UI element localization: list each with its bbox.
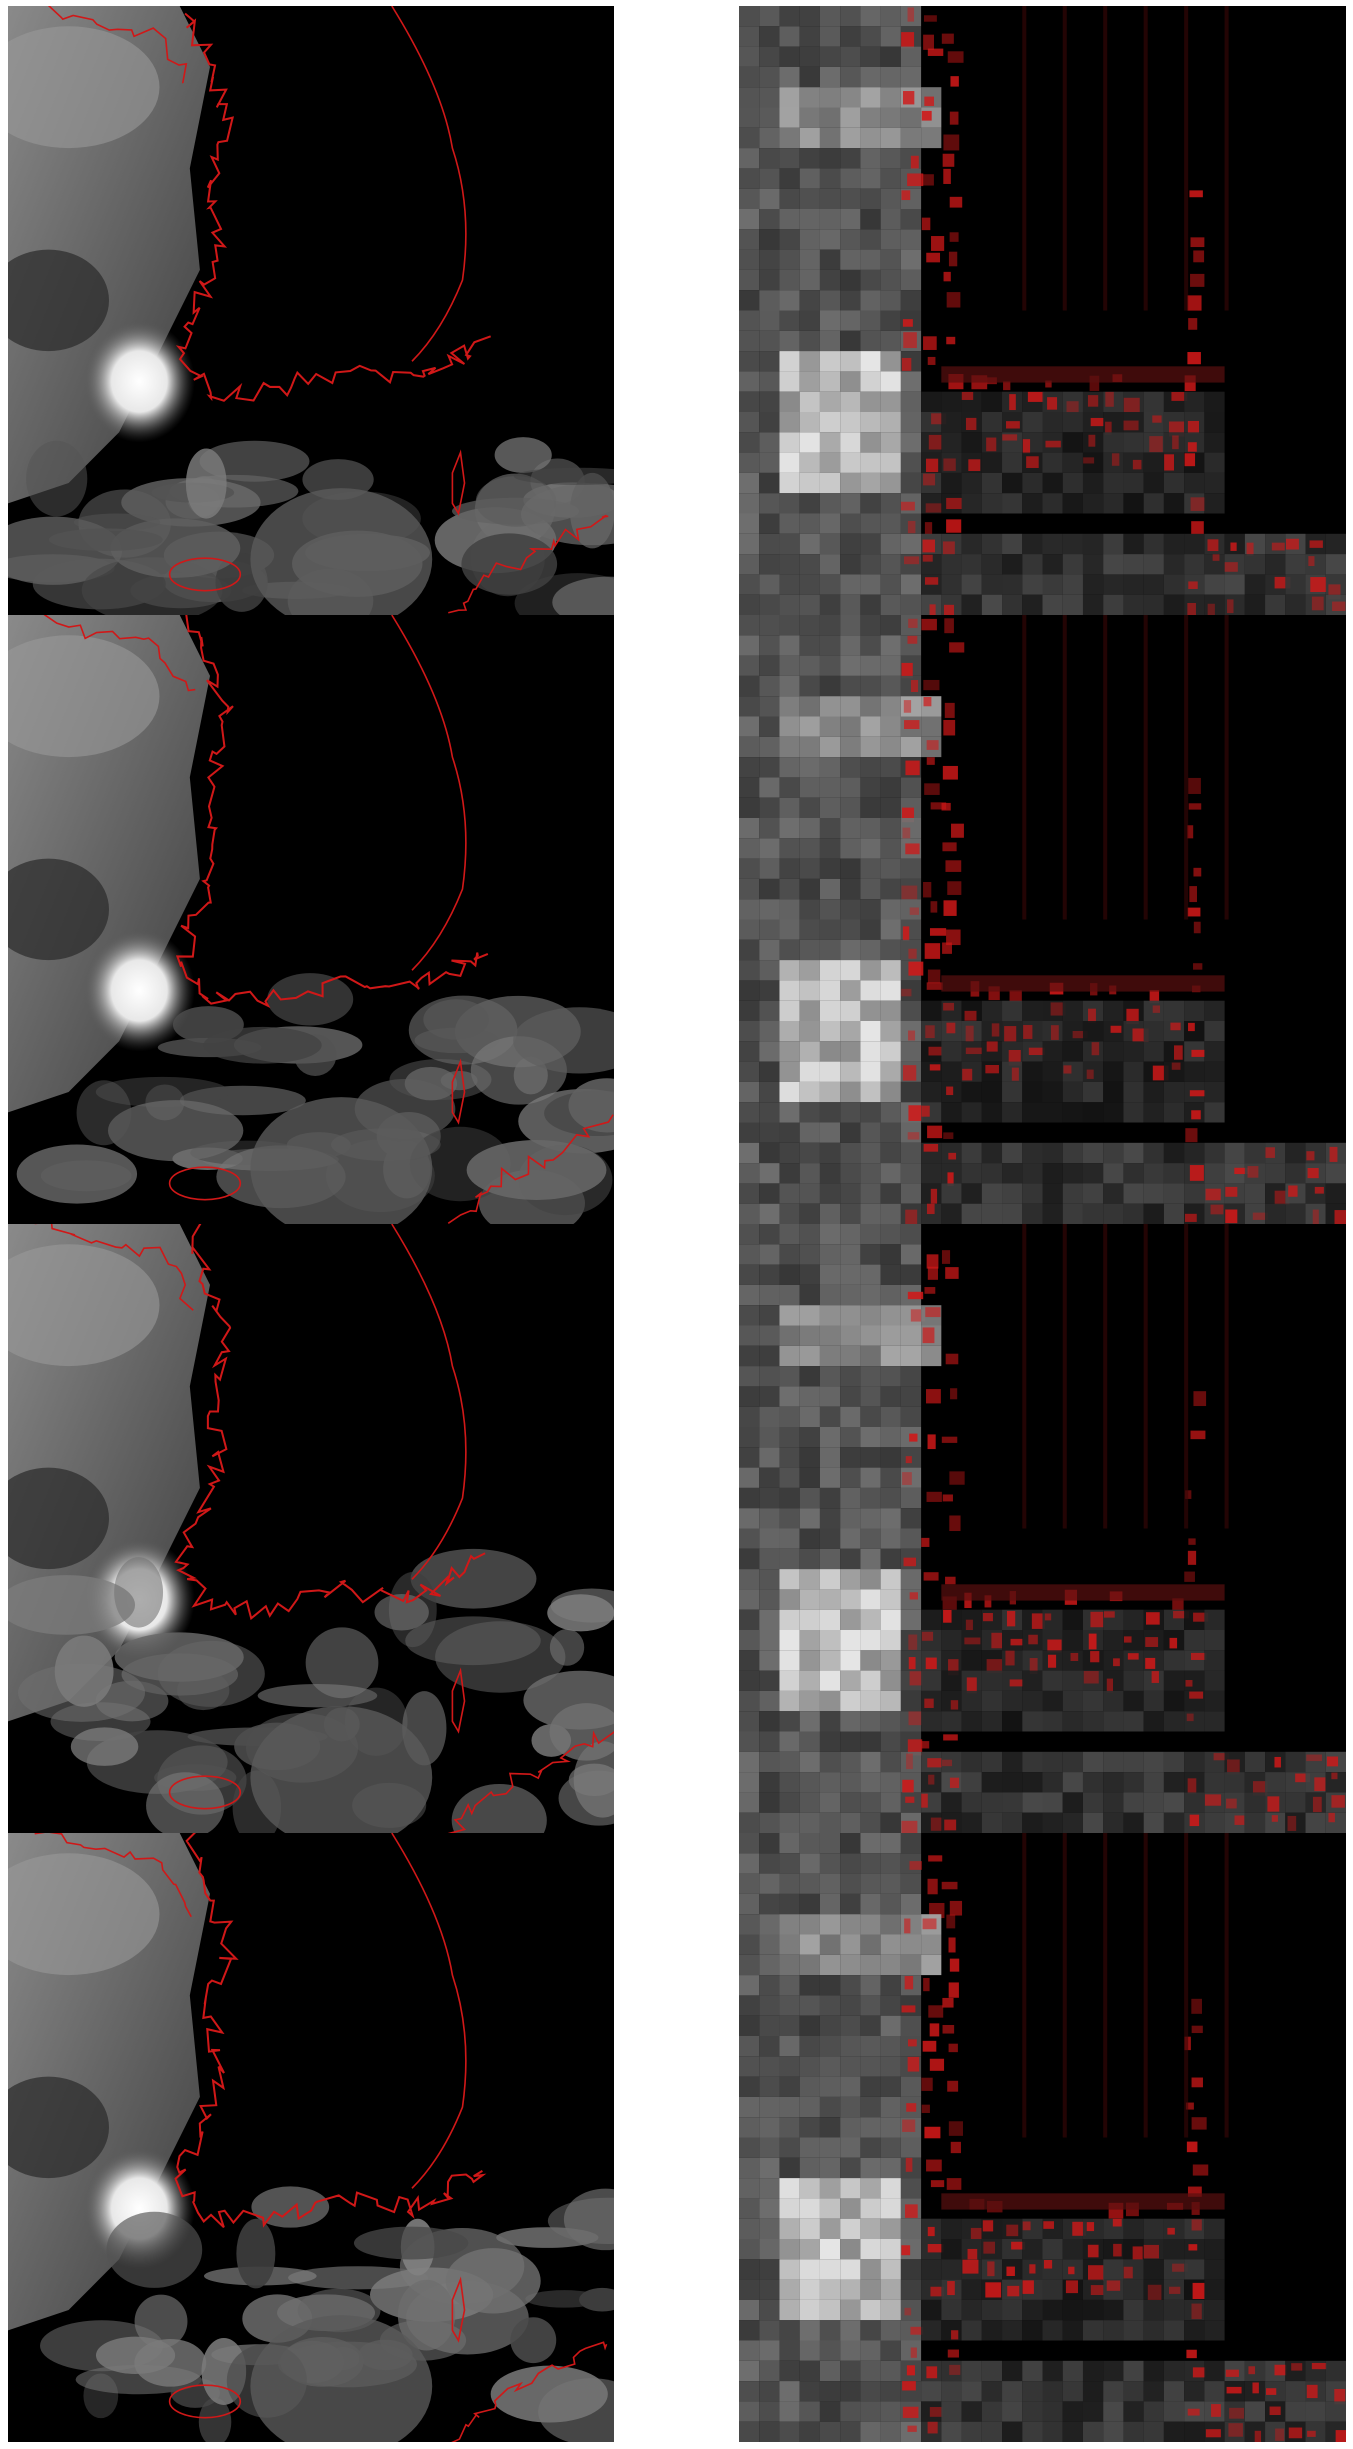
satellite-image-svg (8, 1833, 614, 2442)
satellite-panel-2 (8, 615, 614, 1224)
right-column (739, 6, 1346, 2442)
reconstruction-image-svg (739, 6, 1346, 615)
reconstruction-image-svg (739, 1833, 1346, 2442)
satellite-panel-4 (8, 1833, 614, 2442)
satellite-image-svg (8, 1224, 614, 1833)
reconstruction-panel-1 (739, 6, 1346, 615)
satellite-image-svg (8, 615, 614, 1224)
satellite-panel-3 (8, 1224, 614, 1833)
left-column (8, 6, 614, 2442)
satellite-image-svg (8, 6, 614, 615)
reconstruction-panel-2 (739, 615, 1346, 1224)
reconstruction-image-svg (739, 1224, 1346, 1833)
reconstruction-panel-3 (739, 1224, 1346, 1833)
satellite-panel-1 (8, 6, 614, 615)
reconstruction-image-svg (739, 615, 1346, 1224)
reconstruction-panel-4 (739, 1833, 1346, 2442)
